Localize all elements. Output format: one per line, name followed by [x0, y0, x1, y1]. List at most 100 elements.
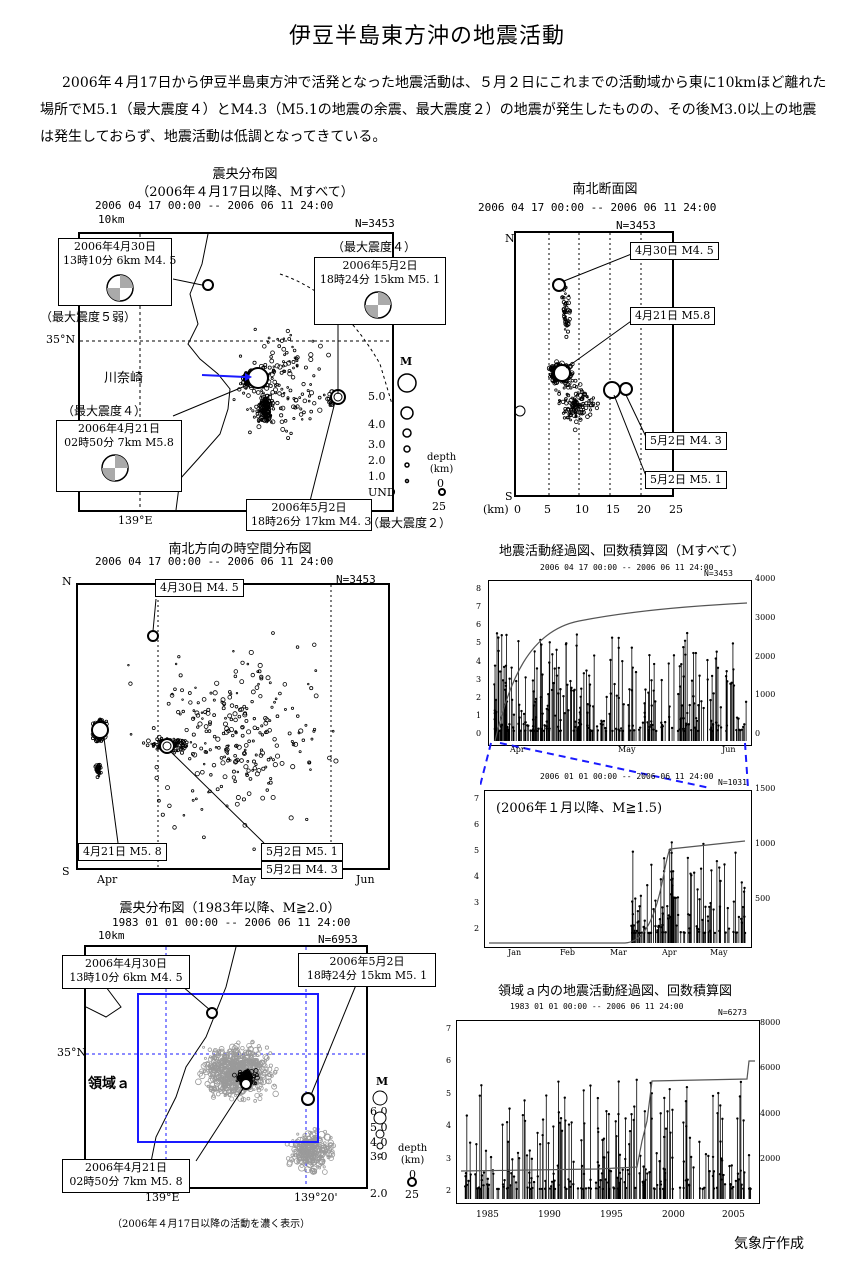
- event: [233, 759, 238, 765]
- epicenter: [263, 1055, 270, 1061]
- quake-bar-head: [676, 913, 680, 917]
- epicenter: [317, 407, 323, 413]
- quake-bar-head: [706, 915, 710, 918]
- quake-bar-head: [523, 1099, 526, 1102]
- quake-bar-head: [740, 881, 743, 884]
- epicenter: [274, 391, 278, 395]
- hypocenter: [585, 394, 589, 398]
- epicenter: [231, 1064, 237, 1070]
- epicenter: [288, 360, 291, 363]
- event: [225, 744, 229, 749]
- timeline3-caption: 領域ａ内の地震活動経過図、回数積算図: [497, 984, 732, 999]
- epicenter: [311, 1150, 316, 1155]
- quake-bar-head: [685, 1085, 689, 1089]
- map2-depth-legend: [407, 1177, 417, 1187]
- quake-bar-head: [684, 653, 687, 656]
- event: [260, 733, 264, 737]
- epicenter: [318, 1166, 322, 1170]
- quake-bar-head: [682, 1160, 686, 1163]
- spacetime-month-apr: Apr: [97, 873, 118, 886]
- quake-bar-head: [706, 658, 709, 662]
- quake-m51: [603, 381, 621, 399]
- epicenter: [322, 1169, 328, 1175]
- event: [295, 645, 300, 649]
- focal-quadrant: [107, 288, 120, 301]
- event: [212, 713, 216, 717]
- quake-bar-head: [682, 727, 685, 731]
- quake-bar-head: [689, 872, 692, 875]
- epicenter: [209, 1064, 216, 1070]
- timeline3-m-tick: 7: [446, 1024, 452, 1033]
- epicenter: [265, 416, 272, 422]
- quake-bar-head: [664, 1127, 668, 1130]
- quake-bar-head: [720, 1157, 723, 1160]
- focal-quadrant: [102, 468, 115, 481]
- arrow-head: [245, 373, 252, 381]
- mag-legend-label: 4.0: [368, 418, 386, 431]
- quake-bar-head: [734, 1179, 738, 1183]
- quake-bar-head: [725, 670, 728, 673]
- timeline3-year: 1990: [538, 1210, 561, 1220]
- quake-bar-head: [716, 666, 720, 670]
- hypocenter: [567, 400, 572, 405]
- legend-circle: [400, 406, 414, 420]
- quake-bar-head: [519, 729, 522, 732]
- timeline3-m-tick: 5: [446, 1088, 452, 1098]
- section-panel: [514, 231, 674, 497]
- epicenter: [293, 397, 299, 403]
- quake-bar-head: [630, 1113, 633, 1116]
- hypocenter: [565, 415, 570, 420]
- map2-depth-25: 25: [405, 1188, 419, 1201]
- event: [192, 709, 196, 712]
- intro-paragraph: 2006年４月17日から伊豆半島東方沖で活発となった地震活動は、５月２日にこれま…: [40, 70, 830, 151]
- event: [93, 764, 98, 769]
- epicenter: [292, 1154, 296, 1157]
- quake-bar-head: [508, 1107, 511, 1110]
- timeline3-header: 1983 01 01 00:00 -- 2006 06 11 24:00: [510, 1002, 684, 1011]
- epicenter: [287, 369, 292, 373]
- event: [181, 698, 184, 701]
- event: [258, 694, 263, 699]
- quake-bar-head: [718, 866, 721, 869]
- quake-bar-head: [725, 729, 728, 733]
- event: [233, 717, 238, 723]
- timeline3-m-tick: 6: [446, 1056, 452, 1066]
- event: [251, 739, 255, 743]
- epicenter: [240, 1045, 245, 1051]
- quake-bar-head: [742, 1119, 745, 1122]
- epicenter: [256, 424, 262, 430]
- epicenter: [301, 1143, 309, 1151]
- epicenter: [294, 356, 299, 361]
- event: [265, 788, 269, 792]
- quake-bar-head: [641, 1180, 644, 1184]
- epicenter: [232, 1072, 237, 1078]
- epicenter: [322, 393, 326, 397]
- event: [191, 789, 195, 793]
- event: [154, 764, 159, 770]
- quake-bar-head: [652, 689, 655, 692]
- quake-bar-head: [501, 1183, 505, 1186]
- quake-bar-head: [493, 664, 497, 667]
- epicenter: [302, 1162, 306, 1166]
- quake-bar-head: [498, 670, 502, 673]
- map1-depth-title: depth (km): [427, 452, 457, 475]
- mag-legend-label: 3.0: [368, 438, 386, 451]
- timeline3-year: 2005: [722, 1210, 745, 1220]
- timeline1-header: 2006 04 17 00:00 -- 2006 06 11 24:00: [540, 563, 714, 572]
- quake-bar-head: [609, 658, 612, 662]
- epicenter: [312, 401, 317, 406]
- quake-bar-head: [618, 1171, 622, 1175]
- quake-bar-head: [599, 1178, 602, 1182]
- page-title: 伊豆半島東方沖の地震活動: [288, 24, 565, 49]
- quake-bar-head: [666, 1110, 669, 1113]
- event: [261, 766, 266, 771]
- hypocenter: [566, 322, 571, 327]
- event: [243, 764, 249, 770]
- epicenter: [268, 372, 272, 375]
- box-detail: 13時10分 6km M4. 5: [63, 254, 177, 267]
- quake-bar-head: [647, 931, 650, 935]
- quake-bar-head: [696, 729, 700, 733]
- quake-bar-head: [743, 723, 746, 726]
- quake-bar-head: [634, 1186, 637, 1190]
- event: [219, 756, 224, 760]
